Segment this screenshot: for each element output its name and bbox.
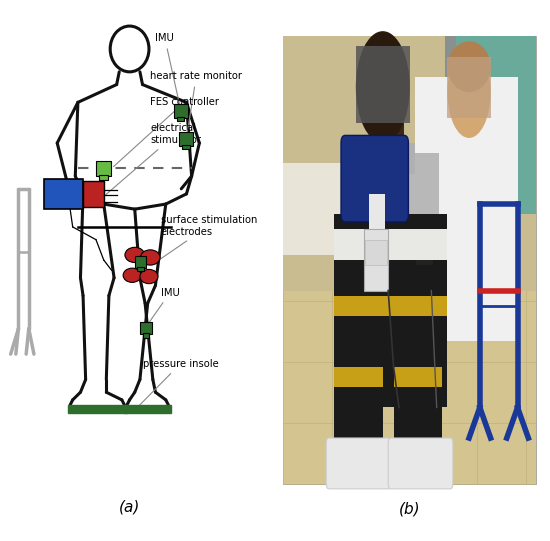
Ellipse shape bbox=[125, 247, 145, 262]
Bar bbox=[283, 163, 342, 255]
Bar bbox=[140, 322, 152, 334]
Text: FES controller: FES controller bbox=[113, 97, 219, 167]
Bar bbox=[334, 229, 448, 260]
Bar bbox=[174, 104, 188, 117]
Bar bbox=[377, 123, 404, 174]
Ellipse shape bbox=[140, 269, 158, 283]
Bar bbox=[356, 47, 410, 123]
Bar bbox=[334, 295, 448, 316]
Bar bbox=[100, 175, 108, 180]
Bar bbox=[283, 36, 536, 484]
Bar bbox=[96, 161, 112, 176]
Bar bbox=[283, 291, 536, 484]
Bar bbox=[364, 229, 388, 291]
Bar bbox=[450, 36, 536, 214]
Bar bbox=[334, 367, 383, 387]
FancyBboxPatch shape bbox=[326, 438, 391, 489]
Bar bbox=[415, 77, 518, 341]
Text: surface stimulation
electrodes: surface stimulation electrodes bbox=[154, 215, 257, 263]
Bar bbox=[179, 131, 193, 146]
Bar bbox=[416, 245, 433, 265]
Bar bbox=[182, 145, 190, 149]
Bar bbox=[334, 214, 448, 407]
Text: (b): (b) bbox=[399, 502, 421, 517]
Bar bbox=[135, 256, 146, 268]
Text: heart rate monitor: heart rate monitor bbox=[150, 71, 242, 135]
Ellipse shape bbox=[448, 47, 491, 138]
Bar bbox=[418, 245, 442, 306]
Bar bbox=[177, 117, 184, 121]
Bar bbox=[367, 143, 415, 174]
Bar bbox=[138, 267, 144, 272]
Bar bbox=[394, 367, 442, 387]
Bar bbox=[342, 153, 439, 255]
Bar bbox=[445, 36, 455, 153]
Bar bbox=[68, 405, 127, 413]
Bar bbox=[448, 57, 491, 117]
Ellipse shape bbox=[448, 41, 491, 92]
Bar bbox=[394, 357, 442, 469]
Text: (a): (a) bbox=[119, 499, 140, 514]
Bar bbox=[365, 240, 387, 265]
FancyBboxPatch shape bbox=[388, 438, 453, 489]
Ellipse shape bbox=[356, 31, 410, 143]
Text: pressure insole: pressure insole bbox=[137, 359, 218, 408]
Ellipse shape bbox=[123, 268, 141, 282]
Bar bbox=[124, 405, 171, 413]
Bar bbox=[283, 36, 536, 306]
Text: IMU: IMU bbox=[156, 34, 180, 107]
Bar bbox=[334, 357, 383, 469]
Bar bbox=[370, 194, 386, 235]
Bar bbox=[83, 181, 104, 207]
Bar bbox=[45, 179, 83, 209]
Bar bbox=[415, 143, 442, 255]
Bar bbox=[142, 333, 149, 338]
Text: electrical
stimulator: electrical stimulator bbox=[106, 123, 201, 195]
FancyBboxPatch shape bbox=[341, 135, 409, 222]
Ellipse shape bbox=[140, 250, 160, 265]
Text: IMU: IMU bbox=[147, 288, 179, 325]
